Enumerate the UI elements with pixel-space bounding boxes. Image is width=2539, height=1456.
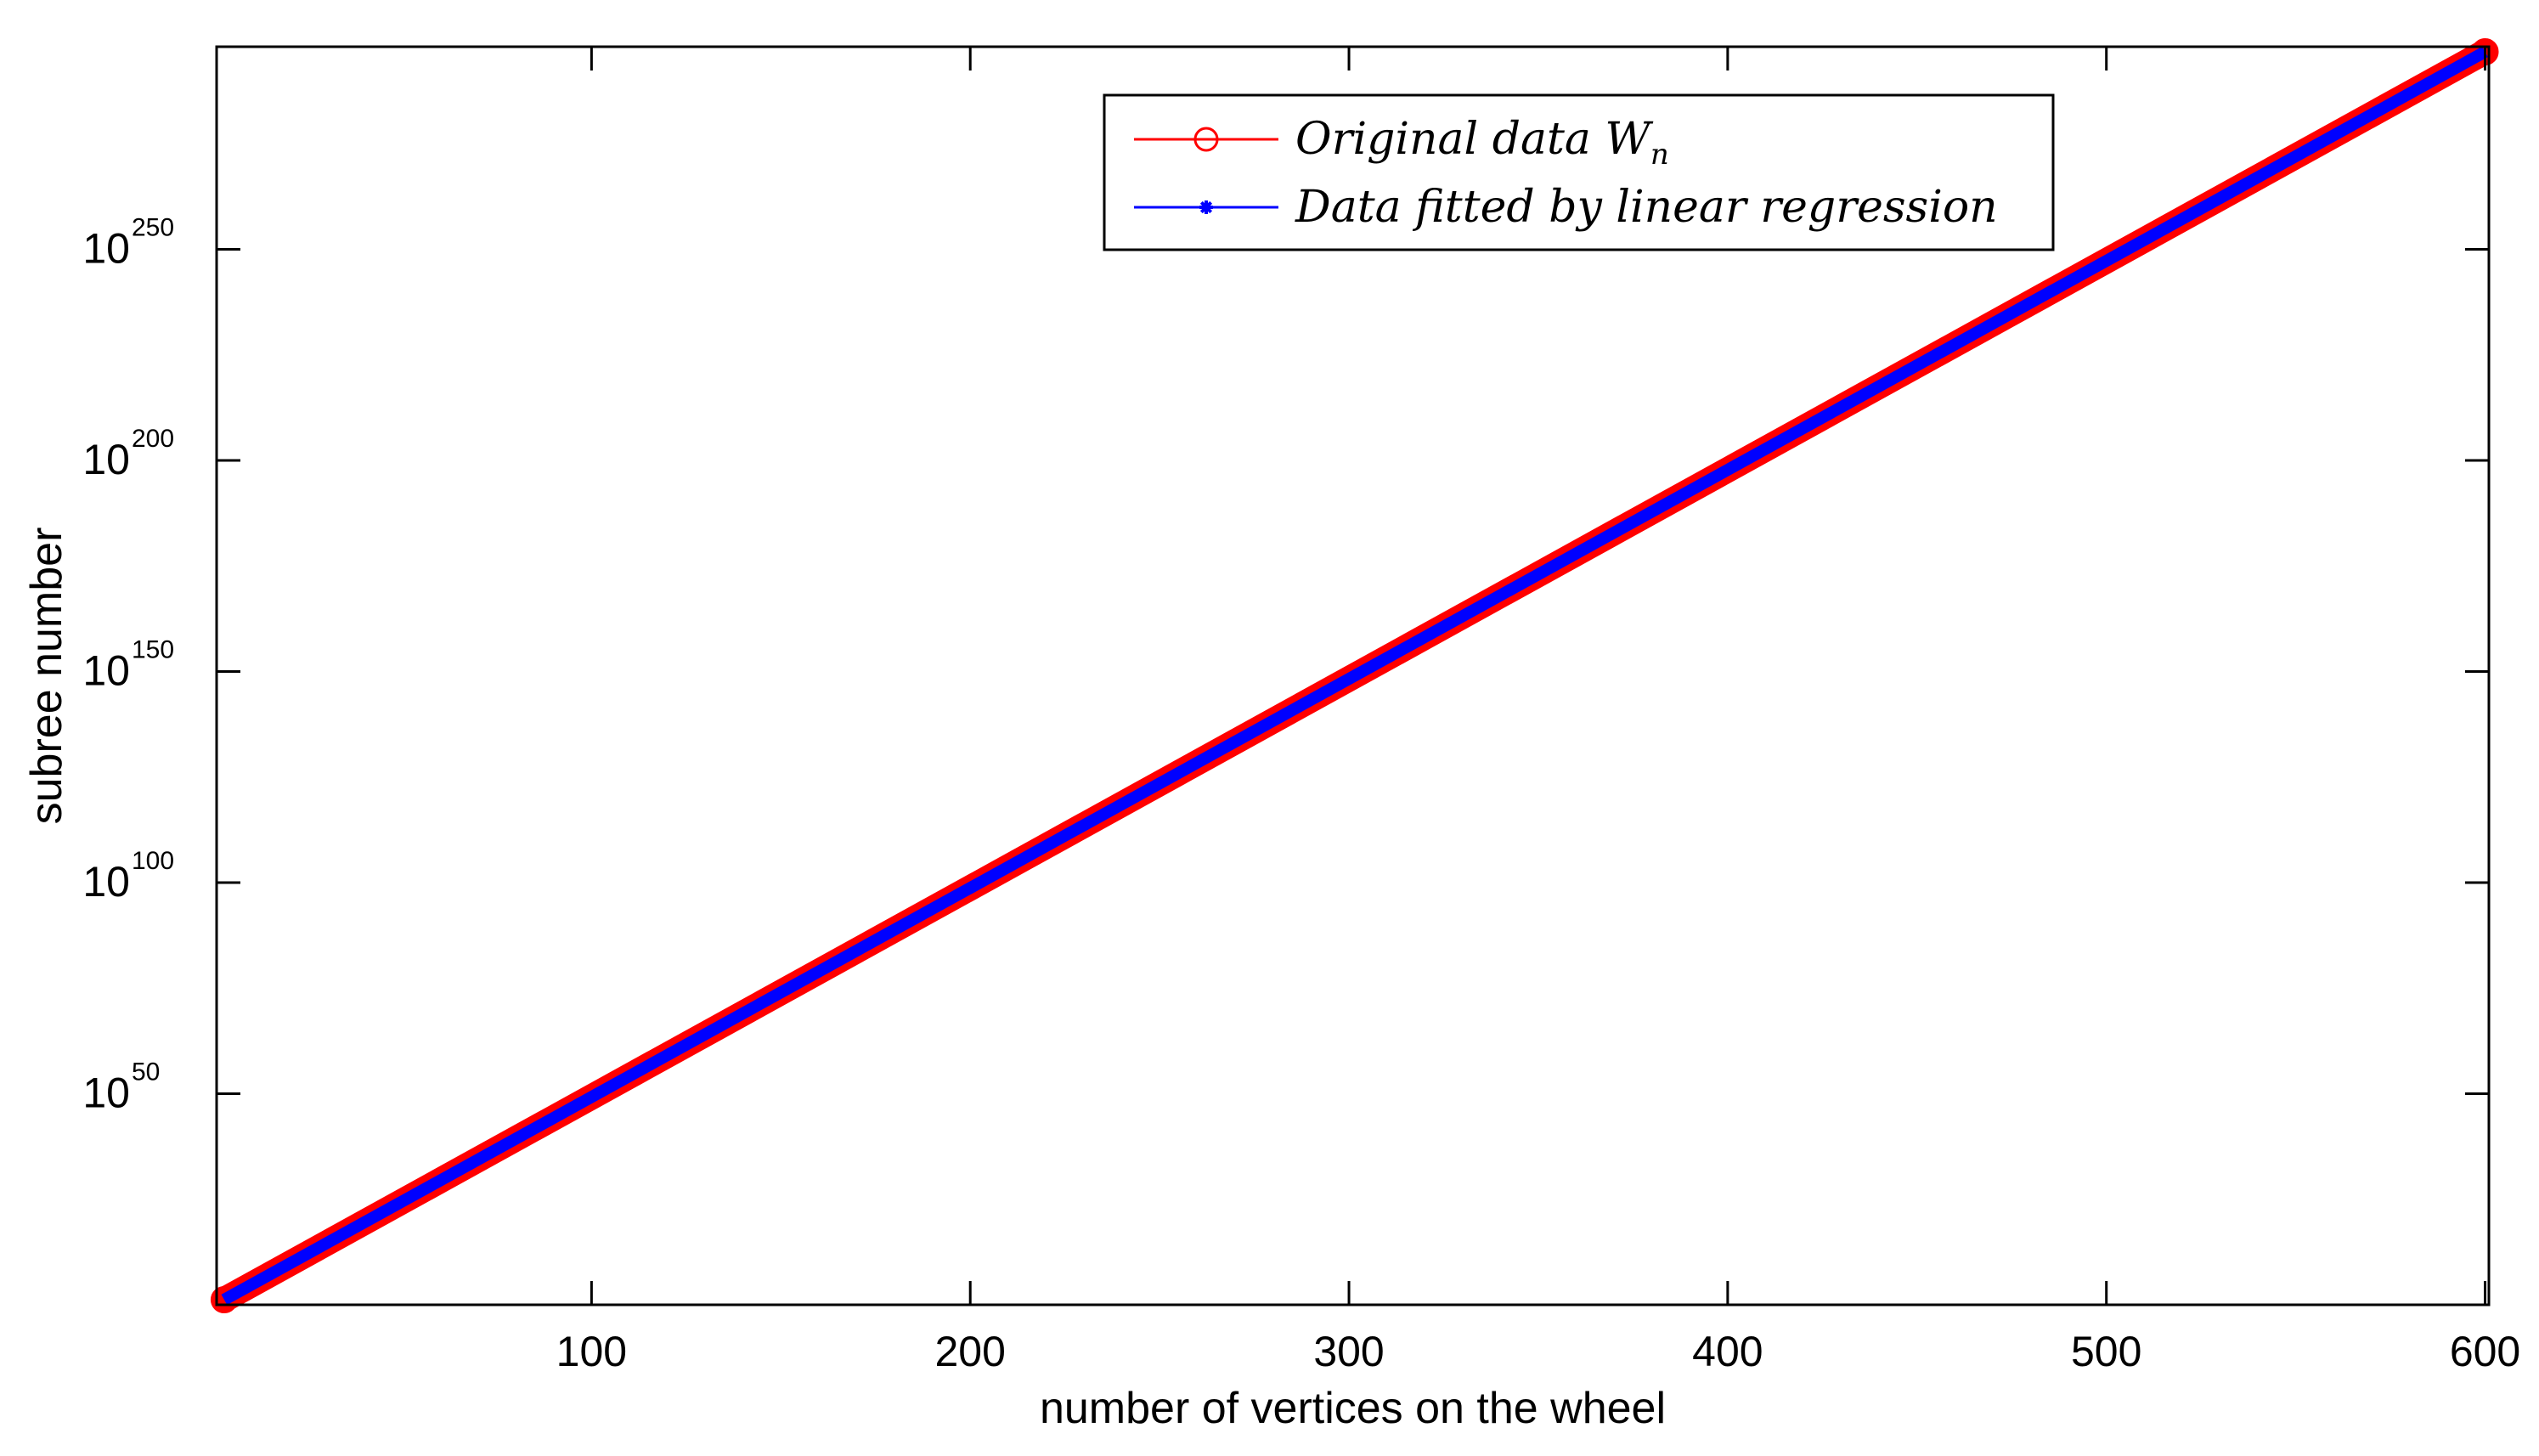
series-layer — [210, 37, 2499, 1314]
y-tick-label: 1050 — [82, 1058, 160, 1117]
series-fitted-line — [221, 46, 2488, 1306]
y-tick-label: 10100 — [82, 847, 174, 906]
x-tick-label: 300 — [1313, 1328, 1384, 1375]
legend-box — [1103, 93, 2055, 251]
legend-entry-original: Original data Wn — [1295, 114, 1669, 172]
x-tick-label: 500 — [2071, 1328, 2141, 1375]
legend: Original data Wn Data fitted by linear r… — [1103, 93, 2055, 251]
y-axis-title: subree number — [22, 528, 71, 825]
x-axis-title: number of vertices on the wheel — [1040, 1384, 1666, 1433]
legend-marker-circle-icon — [1193, 127, 1219, 152]
y-tick-label: 10200 — [82, 425, 174, 483]
y-tick-label: 10150 — [82, 636, 174, 695]
legend-entry-fitted: Data fitted by linear regression — [1295, 182, 1998, 233]
legend-marker-star-icon — [1199, 200, 1213, 214]
legend-entry-original-sub: n — [1650, 138, 1669, 172]
x-tick-label: 600 — [2450, 1328, 2520, 1375]
legend-entry-original-math: W — [1605, 114, 1653, 165]
plot-frame — [215, 45, 2491, 1306]
x-tick-label: 100 — [556, 1328, 627, 1375]
x-tick-label: 400 — [1692, 1328, 1763, 1375]
y-tick-label: 10250 — [82, 214, 174, 273]
x-tick-label: 200 — [934, 1328, 1005, 1375]
legend-entry-original-name: Original data — [1295, 114, 1591, 165]
